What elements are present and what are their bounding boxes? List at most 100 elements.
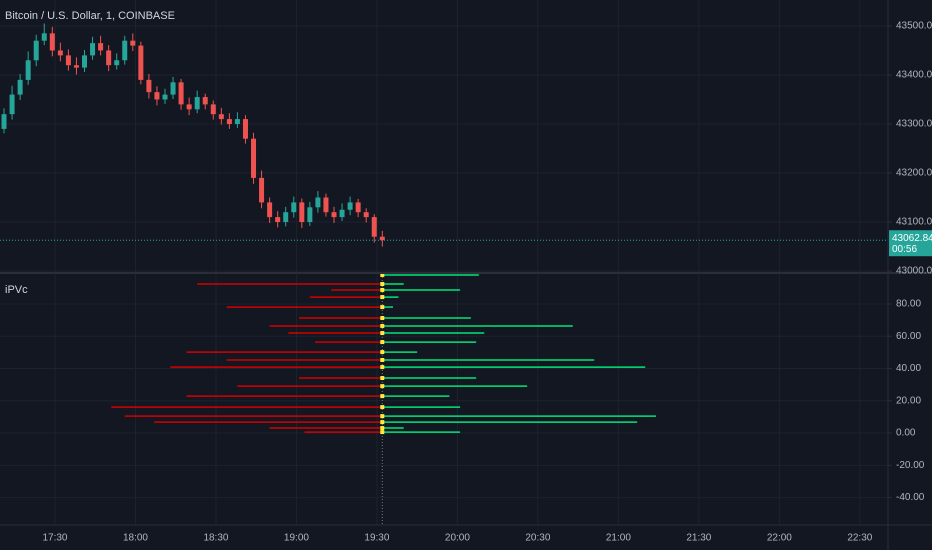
- x-tick-label: 19:00: [284, 533, 309, 544]
- candle-body: [138, 45, 144, 80]
- y-tick-label: 60.00: [896, 331, 921, 342]
- y-tick-label: -40.00: [896, 492, 925, 503]
- candle-body: [242, 119, 248, 139]
- candle-body: [194, 97, 200, 110]
- profile-center: [380, 340, 385, 345]
- candle-body: [122, 40, 128, 61]
- profile-center: [380, 357, 385, 362]
- grid: [0, 0, 888, 525]
- y-tick-label: 40.00: [896, 363, 921, 374]
- candle-body: [154, 92, 160, 100]
- candle-body: [307, 207, 313, 223]
- candle-body: [226, 119, 232, 124]
- x-tick-label: 17:30: [42, 533, 67, 544]
- candle-body: [146, 79, 152, 93]
- y-tick-label: 43000.00: [896, 266, 932, 277]
- candle-body: [90, 43, 96, 56]
- profile-center: [380, 323, 385, 328]
- candle-body: [371, 217, 377, 237]
- profile-center: [380, 331, 385, 336]
- candle-body: [210, 104, 216, 115]
- profile-center: [380, 426, 385, 431]
- candle-body: [315, 197, 321, 208]
- candle-body: [49, 33, 55, 51]
- countdown-label: 00:56: [892, 244, 917, 255]
- candle-body: [178, 82, 184, 105]
- profile-center: [380, 274, 385, 277]
- profile-center: [380, 376, 385, 381]
- candle-body: [98, 43, 104, 51]
- profile-center: [380, 420, 385, 425]
- candle-body: [202, 97, 208, 105]
- candle-body: [162, 94, 168, 100]
- x-tick-label: 22:30: [847, 533, 872, 544]
- candle-body: [65, 55, 71, 66]
- y-tick-label: 43100.00: [896, 217, 932, 228]
- x-tick-label: 20:30: [525, 533, 550, 544]
- candle-body: [186, 104, 192, 110]
- profile-center: [380, 394, 385, 399]
- candle-body: [218, 114, 224, 120]
- y-tick-label: -20.00: [896, 460, 925, 471]
- candle-body: [267, 202, 273, 218]
- candle-body: [17, 79, 23, 95]
- last-price-badge: [889, 230, 932, 257]
- candle-body: [170, 82, 176, 95]
- price-pane: [0, 23, 888, 247]
- profile-center: [380, 316, 385, 321]
- candle-body: [363, 212, 369, 218]
- profile-center: [380, 295, 385, 300]
- profile-center: [380, 384, 385, 389]
- x-tick-label: 20:00: [445, 533, 470, 544]
- profile-center: [380, 405, 385, 410]
- y-tick-label: 43400.00: [896, 70, 932, 81]
- candle-body: [106, 50, 112, 66]
- candle-body: [347, 202, 353, 210]
- chart-title: Bitcoin / U.S. Dollar, 1, COINBASE: [5, 10, 175, 22]
- candle-body: [323, 197, 329, 213]
- candle-body: [114, 60, 120, 66]
- candle-body: [299, 202, 305, 223]
- last-price-label: 43062.84: [892, 233, 932, 244]
- profile-center: [380, 430, 385, 435]
- candle-body: [82, 55, 88, 68]
- candle-body: [339, 209, 345, 218]
- x-tick-label: 18:00: [123, 533, 148, 544]
- x-tick-label: 21:30: [686, 533, 711, 544]
- y-tick-label: 43200.00: [896, 168, 932, 179]
- x-tick-label: 19:30: [364, 533, 389, 544]
- candle-body: [251, 138, 257, 178]
- y-tick-label: 43500.00: [896, 21, 932, 32]
- profile-center: [380, 305, 385, 310]
- x-tick-label: 22:00: [767, 533, 792, 544]
- indicator-pane: [111, 274, 656, 525]
- candle-body: [379, 236, 385, 241]
- y-tick-label: 20.00: [896, 395, 921, 406]
- candle-body: [41, 33, 47, 41]
- profile-center: [380, 365, 385, 370]
- candle-body: [331, 212, 337, 218]
- x-tick-label: 21:00: [606, 533, 631, 544]
- profile-center: [380, 287, 385, 292]
- candle-body: [283, 212, 289, 223]
- profile-center: [380, 350, 385, 355]
- candle-body: [1, 114, 7, 129]
- x-tick-label: 18:30: [203, 533, 228, 544]
- profile-center: [380, 282, 385, 287]
- candle-body: [130, 40, 136, 46]
- candle-body: [291, 202, 297, 213]
- candle-body: [355, 202, 361, 213]
- candle-body: [259, 177, 265, 203]
- y-tick-label: 80.00: [896, 299, 921, 310]
- y-tick-label: 0.00: [896, 428, 916, 439]
- candle-body: [234, 119, 240, 124]
- indicator-title: iPVc: [5, 284, 28, 296]
- candle-body: [57, 50, 63, 56]
- y-tick-label: 43300.00: [896, 119, 932, 130]
- candle-body: [275, 217, 281, 223]
- candle-body: [73, 65, 79, 68]
- candle-body: [9, 94, 15, 115]
- axes: 17:30 18:00 18:30 19:00 19:30 20:00 20:30 21:00…: [42, 21, 932, 544]
- candle-body: [25, 60, 31, 80]
